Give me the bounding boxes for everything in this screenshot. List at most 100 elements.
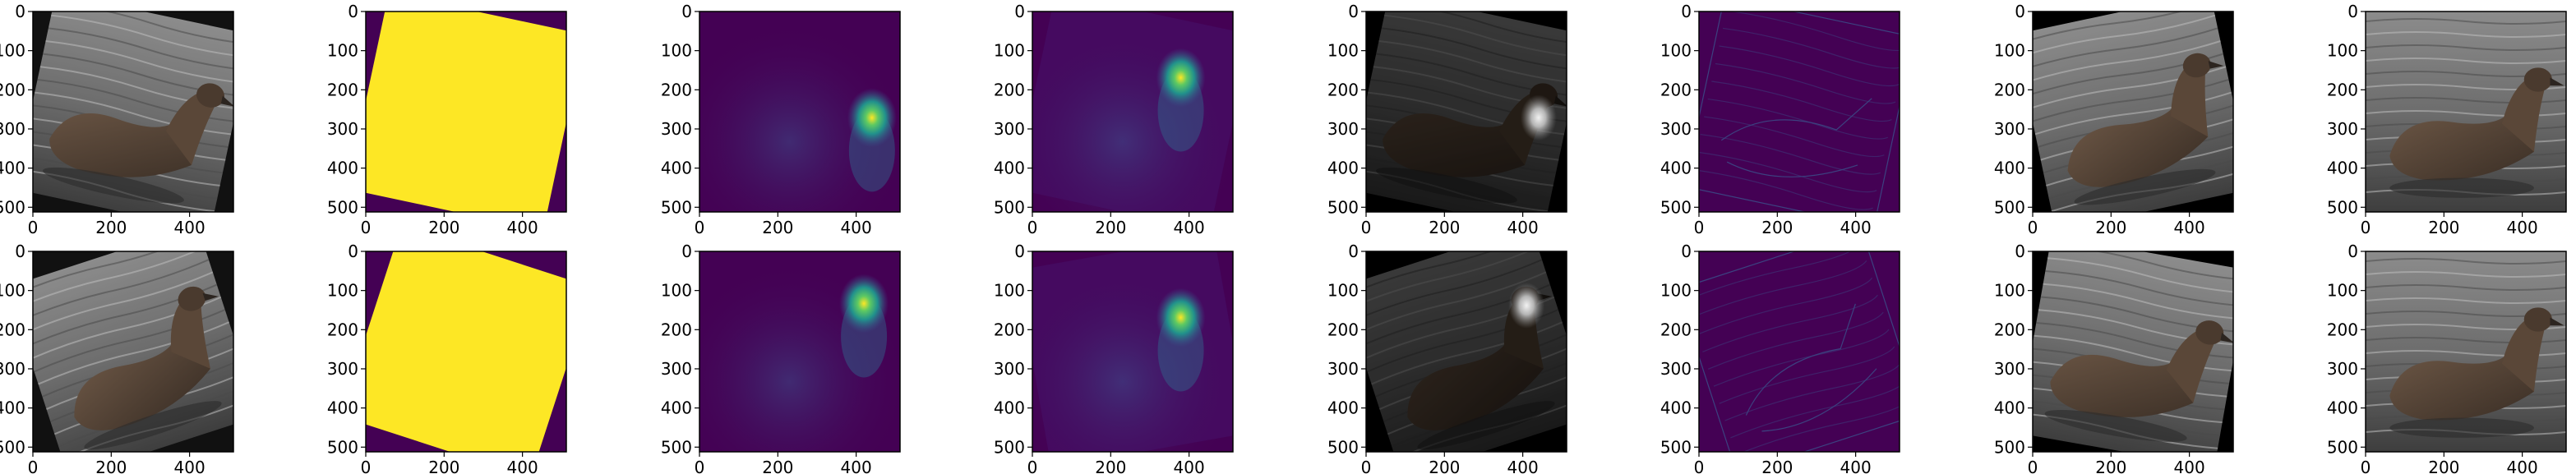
x-tick-0-7-1: 200 bbox=[2428, 218, 2459, 237]
x-tick-1-1-1: 200 bbox=[428, 458, 459, 474]
y-tick-0-1-2: 200 bbox=[327, 80, 358, 99]
x-tick-1-5-2: 400 bbox=[1840, 458, 1872, 474]
image-heatmap bbox=[1032, 12, 1233, 212]
y-tick-1-5-2: 200 bbox=[1660, 320, 1692, 339]
y-tick-0-7-0: 0 bbox=[2347, 2, 2358, 21]
y-tick-1-3-3: 300 bbox=[994, 359, 1025, 379]
y-tick-0-2-2: 200 bbox=[661, 80, 692, 99]
x-tick-1-5-1: 200 bbox=[1761, 458, 1793, 474]
x-tick-0-0-1: 200 bbox=[95, 218, 127, 237]
x-tick-0-1-2: 400 bbox=[507, 218, 538, 237]
y-tick-0-6-3: 300 bbox=[1994, 119, 2025, 139]
y-tick-1-3-2: 200 bbox=[994, 320, 1025, 339]
image-gray-overlay bbox=[1366, 12, 1567, 212]
y-tick-0-3-3: 300 bbox=[994, 119, 1025, 139]
y-tick-1-2-0: 0 bbox=[681, 242, 692, 261]
x-tick-1-4-2: 400 bbox=[1507, 458, 1539, 474]
y-tick-0-2-0: 0 bbox=[681, 2, 692, 21]
x-tick-1-2-2: 400 bbox=[841, 458, 872, 474]
y-tick-0-7-4: 400 bbox=[2327, 159, 2358, 178]
y-tick-0-7-5: 500 bbox=[2327, 197, 2358, 217]
y-tick-0-4-3: 300 bbox=[1327, 119, 1359, 139]
y-tick-0-5-3: 300 bbox=[1660, 119, 1692, 139]
x-tick-0-3-2: 400 bbox=[1174, 218, 1205, 237]
x-tick-1-4-1: 200 bbox=[1429, 458, 1460, 474]
x-tick-1-4-0: 0 bbox=[1361, 458, 1372, 474]
x-tick-0-1-0: 0 bbox=[361, 218, 372, 237]
y-tick-0-1-0: 0 bbox=[348, 2, 358, 21]
x-tick-0-4-1: 200 bbox=[1429, 218, 1460, 237]
y-tick-1-3-5: 500 bbox=[994, 437, 1025, 457]
x-tick-1-6-0: 0 bbox=[2028, 458, 2038, 474]
x-tick-0-0-2: 400 bbox=[174, 218, 205, 237]
image-heatmap bbox=[1032, 251, 1233, 452]
y-tick-0-6-0: 0 bbox=[2015, 2, 2025, 21]
y-tick-1-5-0: 0 bbox=[1681, 242, 1692, 261]
y-tick-0-5-1: 100 bbox=[1660, 41, 1692, 61]
y-tick-1-7-2: 200 bbox=[2327, 320, 2358, 339]
y-tick-1-4-3: 300 bbox=[1327, 359, 1359, 379]
y-tick-0-1-5: 500 bbox=[327, 197, 358, 217]
y-tick-0-4-0: 0 bbox=[1348, 2, 1359, 21]
y-tick-0-5-4: 400 bbox=[1660, 159, 1692, 178]
y-tick-1-4-5: 500 bbox=[1327, 437, 1359, 457]
image-photo-rotated bbox=[33, 251, 233, 452]
y-tick-1-3-0: 0 bbox=[1014, 242, 1025, 261]
image-photo bbox=[2366, 251, 2566, 452]
y-tick-1-1-1: 100 bbox=[327, 281, 358, 301]
x-tick-1-0-2: 400 bbox=[174, 458, 205, 474]
y-tick-0-4-1: 100 bbox=[1327, 41, 1359, 61]
y-tick-0-0-1: 100 bbox=[0, 41, 25, 61]
y-tick-1-5-3: 300 bbox=[1660, 359, 1692, 379]
y-tick-1-7-5: 500 bbox=[2327, 437, 2358, 457]
y-tick-1-0-4: 400 bbox=[0, 398, 25, 418]
y-tick-0-0-0: 0 bbox=[15, 2, 25, 21]
x-tick-0-5-1: 200 bbox=[1761, 218, 1793, 237]
x-tick-0-4-2: 400 bbox=[1507, 218, 1539, 237]
y-tick-0-5-0: 0 bbox=[1681, 2, 1692, 21]
y-tick-0-3-1: 100 bbox=[994, 41, 1025, 61]
image-heatmap bbox=[699, 251, 900, 452]
y-tick-0-3-5: 500 bbox=[994, 197, 1025, 217]
y-tick-1-3-1: 100 bbox=[994, 281, 1025, 301]
y-tick-0-3-2: 200 bbox=[994, 80, 1025, 99]
x-tick-0-7-0: 0 bbox=[2361, 218, 2371, 237]
x-tick-1-3-2: 400 bbox=[1174, 458, 1205, 474]
image-photo bbox=[2366, 12, 2566, 212]
y-tick-0-2-3: 300 bbox=[661, 119, 692, 139]
y-tick-1-6-0: 0 bbox=[2015, 242, 2025, 261]
x-tick-0-2-0: 0 bbox=[695, 218, 705, 237]
y-tick-1-7-0: 0 bbox=[2347, 242, 2358, 261]
x-tick-1-6-1: 200 bbox=[2095, 458, 2126, 474]
y-tick-0-6-1: 100 bbox=[1994, 41, 2025, 61]
image-mask bbox=[366, 12, 566, 212]
y-tick-1-7-4: 400 bbox=[2327, 398, 2358, 418]
y-tick-1-4-4: 400 bbox=[1327, 398, 1359, 418]
y-tick-1-7-3: 300 bbox=[2327, 359, 2358, 379]
y-tick-1-6-5: 500 bbox=[1994, 437, 2025, 457]
x-tick-1-2-0: 0 bbox=[695, 458, 705, 474]
y-tick-1-6-2: 200 bbox=[1994, 320, 2025, 339]
x-tick-1-6-2: 400 bbox=[2174, 458, 2205, 474]
y-tick-1-1-2: 200 bbox=[327, 320, 358, 339]
x-tick-1-0-1: 200 bbox=[95, 458, 127, 474]
x-tick-0-5-2: 400 bbox=[1840, 218, 1872, 237]
y-tick-0-4-2: 200 bbox=[1327, 80, 1359, 99]
y-tick-1-2-5: 500 bbox=[661, 437, 692, 457]
y-tick-0-1-4: 400 bbox=[327, 159, 358, 178]
y-tick-1-0-0: 0 bbox=[15, 242, 25, 261]
x-tick-0-3-0: 0 bbox=[1027, 218, 1038, 237]
y-tick-1-4-1: 100 bbox=[1327, 281, 1359, 301]
y-tick-1-1-5: 500 bbox=[327, 437, 358, 457]
y-tick-1-5-4: 400 bbox=[1660, 398, 1692, 418]
